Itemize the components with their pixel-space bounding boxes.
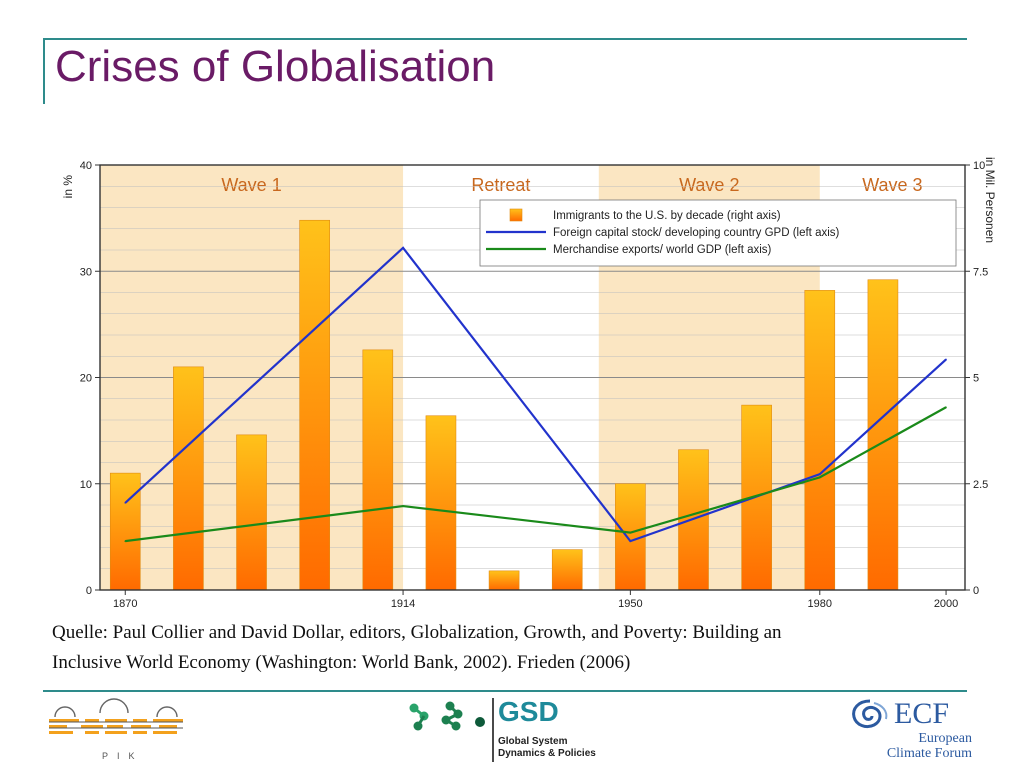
legend-label-2: Merchandise exports/ world GDP (left axi…: [553, 244, 772, 256]
series-point-1-0: [124, 540, 127, 542]
band-label-0: Wave 1: [221, 175, 281, 195]
legend-label-0: Immigrants to the U.S. by decade (right …: [553, 210, 781, 222]
x-tick-label-1980: 1980: [808, 598, 832, 610]
right-axis-label: in Mil. Personen: [983, 157, 997, 243]
series-lines: [124, 246, 947, 543]
x-tick-label-2000: 2000: [934, 598, 958, 610]
right-tick-label-5: 5: [973, 373, 979, 385]
axes: 0 10 20 30 40 0 2.5 5 7.5 10 1870 1914 1950 1980 2000 i…: [61, 157, 997, 610]
ecf-logo-name: ECF: [894, 697, 950, 730]
band-label-1: Retreat: [471, 175, 530, 195]
gsd-subtitle-line-1: Global System: [498, 736, 568, 747]
immigrant-bars: [109, 219, 899, 591]
series-point-1-4: [945, 406, 947, 409]
right-tick-label-0: 0: [973, 585, 979, 597]
legend-label-1: Foreign capital stock/ developing countr…: [553, 227, 840, 239]
left-axis-label: in %: [61, 175, 75, 199]
series-point-0-2: [629, 540, 632, 542]
x-tick-label-1914: 1914: [391, 598, 415, 610]
legend-box: [479, 199, 957, 267]
series-point-0-4: [945, 358, 947, 361]
band-label-2: Wave 2: [679, 175, 739, 195]
left-tick-label-10: 10: [80, 479, 92, 491]
ecf-logo-subtitle: European Climate Forum: [846, 731, 972, 761]
bar-1910: [362, 349, 394, 591]
legend-swatch-0: [509, 208, 523, 222]
bar-1900: [299, 219, 330, 591]
ecf-logo: ECF European Climate Forum: [846, 697, 976, 765]
ecf-subtitle-line-1: European: [918, 731, 972, 746]
gsd-logo-subtitle: Global System Dynamics & Policies: [498, 736, 596, 760]
series-point-1-1: [402, 505, 404, 507]
bar-1920: [425, 415, 457, 591]
ecf-subtitle-line-2: Climate Forum: [886, 746, 972, 761]
series-point-0-0: [124, 502, 127, 504]
source-line-1: Quelle: Paul Collier and David Dollar, e…: [52, 622, 782, 643]
pik-logo-text: PIK: [102, 751, 144, 761]
left-tick-label-40: 40: [80, 160, 92, 172]
right-tick-label-7.5: 7.5: [973, 266, 988, 278]
bar-1870: [109, 472, 141, 591]
left-tick-label-0: 0: [86, 585, 92, 597]
slide-title: Crises of Globalisation: [55, 42, 496, 91]
legend: Immigrants to the U.S. by decade (right …: [479, 199, 957, 267]
bar-1980: [804, 290, 836, 591]
source-line-2: Inclusive World Economy (Washington: Wor…: [52, 652, 631, 673]
gsd-subtitle-line-2: Dynamics & Policies: [498, 748, 596, 759]
gsd-logo-name: GSD: [498, 696, 559, 727]
bar-1880: [173, 366, 204, 591]
bar-1940: [551, 549, 583, 591]
gsd-divider: [492, 698, 494, 762]
title-accent-rule: [43, 38, 45, 104]
gsd-logo: GSD Global System Dynamics & Policies: [406, 696, 636, 768]
band-label-3: Wave 3: [862, 175, 922, 195]
bar-1890: [236, 434, 267, 591]
footer-rule: [43, 690, 967, 692]
pik-logo-mark: PIK: [49, 698, 183, 761]
source-citation: Quelle: Paul Collier and David Dollar, e…: [52, 618, 1012, 678]
left-tick-label-20: 20: [80, 373, 92, 385]
series-point-1-2: [629, 531, 632, 534]
series-point-0-3: [818, 473, 821, 475]
bar-1990: [867, 279, 899, 591]
x-tick-label-1950: 1950: [618, 598, 642, 610]
left-tick-label-30: 30: [80, 266, 92, 278]
x-tick-label-1870: 1870: [113, 598, 137, 610]
gsd-dots-icon: [409, 701, 485, 731]
globalisation-chart: Wave 1 Retreat Wave 2 Wave 3 0 10 20 30 40 0 2.5 5…: [61, 157, 997, 610]
right-tick-label-10: 10: [973, 160, 985, 172]
right-tick-label-2.5: 2.5: [973, 479, 988, 491]
pik-logo: PIK: [45, 697, 195, 770]
title-top-rule: [43, 38, 967, 40]
series-point-1-3: [818, 476, 821, 479]
ecf-swirl-icon: [852, 699, 888, 729]
series-point-0-1: [402, 247, 404, 249]
bar-1930: [488, 570, 520, 591]
